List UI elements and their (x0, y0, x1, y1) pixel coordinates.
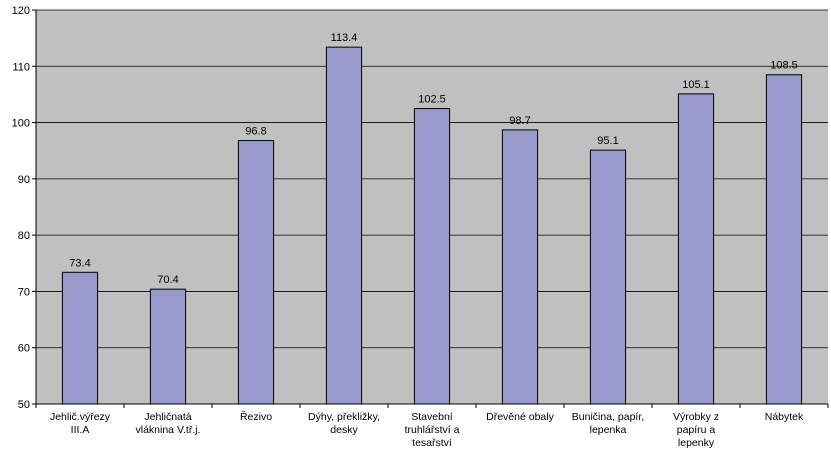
category-label-line: Jehličnatá (144, 411, 191, 423)
y-tick-label: 80 (18, 230, 30, 242)
data-label: 113.4 (331, 32, 358, 44)
category-label: Jehličnatá vláknina V.tř.j. (136, 411, 201, 436)
category-label-line: Řezivo (240, 410, 272, 423)
category-label-line: Výrobky z (673, 411, 719, 423)
category-label-line: desky (330, 424, 358, 436)
bar (589, 149, 627, 405)
data-label: 73.4 (69, 257, 90, 269)
data-label: 98.7 (509, 115, 530, 127)
bar (61, 271, 99, 405)
data-label: 70.4 (157, 274, 178, 286)
bar (325, 46, 363, 405)
y-tick-label: 90 (18, 174, 30, 186)
y-tick-label: 70 (18, 286, 30, 298)
bars (61, 46, 803, 405)
y-tick-label: 50 (18, 399, 30, 411)
category-label: Dřevěné obaly (486, 411, 554, 423)
category-label: Dýhy, překližky, desky (308, 411, 380, 436)
category-label: Stavební truhlářství a tesařství (405, 411, 460, 449)
category-label: Jehlič.výřezy III.A (50, 411, 111, 436)
y-tick-label: 100 (12, 118, 30, 130)
category-label-line: lepenka (590, 424, 627, 436)
category-label-line: Nábytek (765, 411, 804, 423)
data-label: 108.5 (770, 60, 798, 72)
category-label-line: tesařství (412, 437, 452, 449)
bar (413, 108, 451, 405)
bar (765, 74, 803, 405)
category-label: Řezivo (240, 410, 272, 423)
y-tick-label: 60 (18, 343, 30, 355)
category-label: Nábytek (765, 411, 804, 423)
y-tick-label: 110 (12, 61, 30, 73)
data-label: 105.1 (682, 79, 710, 91)
bar (501, 129, 539, 405)
category-label-line: papíru a (677, 424, 716, 436)
category-label-line: Jehlič.výřezy (50, 411, 111, 423)
data-label: 102.5 (418, 94, 446, 106)
category-label-line: truhlářství a (405, 424, 460, 436)
category-label-line: Dýhy, překližky, (308, 411, 380, 423)
category-label: Výrobky z papíru a lepenky (673, 411, 719, 449)
bar (149, 288, 187, 405)
bar (237, 140, 275, 405)
data-label: 95.1 (597, 135, 618, 147)
data-label: 96.8 (245, 126, 266, 138)
bar (677, 93, 715, 405)
category-label-line: vláknina V.tř.j. (136, 424, 201, 436)
category-label-line: Dřevěné obaly (486, 411, 554, 423)
category-label: Buničina, papír, lepenka (572, 411, 644, 436)
category-label-line: Buničina, papír, (572, 411, 644, 423)
labels: 50 60 70 80 90 100 110 120 73.4 Jehlič.výřezy III.… (12, 5, 804, 449)
category-label-line: III.A (71, 424, 90, 436)
category-label-line: lepenky (678, 437, 715, 449)
category-label-line: Stavební (411, 411, 453, 423)
y-tick-label: 120 (12, 5, 30, 17)
